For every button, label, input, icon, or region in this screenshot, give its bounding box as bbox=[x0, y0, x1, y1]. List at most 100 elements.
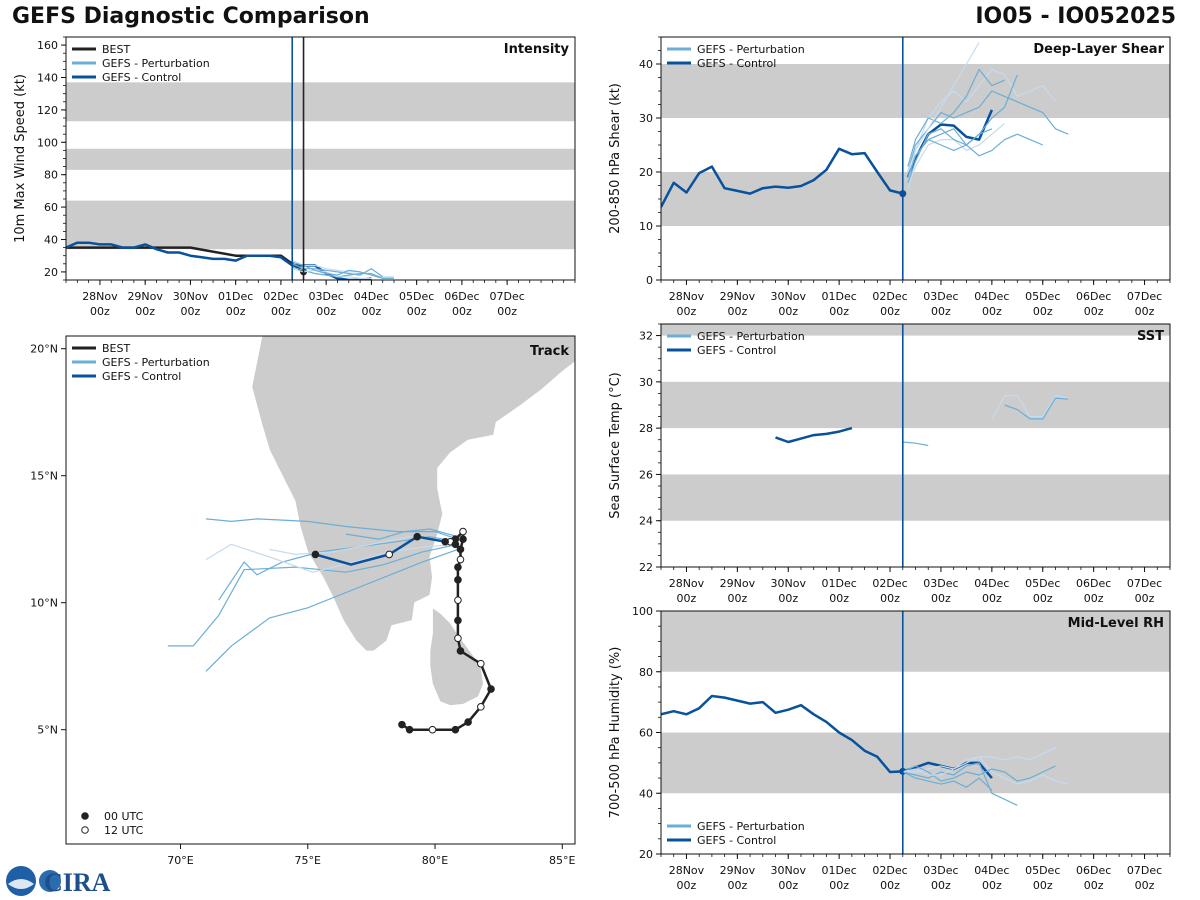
track-ytick-label: 15°N bbox=[30, 470, 58, 483]
intensity-series-line bbox=[291, 263, 384, 278]
sst-xtick-label: 03Dec bbox=[923, 577, 958, 590]
intensity-panel: 20 40 60 80 100 120 140 160 28Nov 00z 29Nov 00z 30No… bbox=[13, 36, 576, 318]
intensity-xtick-sublabel: 00z bbox=[271, 305, 291, 318]
shear-xtick-sublabel: 00z bbox=[677, 305, 697, 318]
shear-series-line bbox=[906, 109, 994, 178]
shear-ytick-label: 20 bbox=[639, 166, 653, 179]
intensity-xtick-label: 04Dec bbox=[354, 290, 389, 303]
intensity-xtick-sublabel: 00z bbox=[497, 305, 517, 318]
rh-ytick-label: 80 bbox=[639, 666, 653, 679]
figure-title: GEFS Diagnostic Comparison bbox=[12, 4, 370, 29]
intensity-xtick-sublabel: 00z bbox=[90, 305, 110, 318]
track-marker-00utc bbox=[459, 535, 467, 544]
rh-xtick-sublabel: 00z bbox=[727, 879, 747, 892]
track-marker-00utc bbox=[441, 537, 450, 546]
rh-xtick-sublabel: 00z bbox=[1135, 879, 1155, 892]
shear-xtick-label: 03Dec bbox=[923, 290, 958, 303]
sst-ytick-label: 32 bbox=[639, 330, 653, 343]
track-ytick-label: 20°N bbox=[30, 343, 58, 356]
rh-xtick-label: 04Dec bbox=[974, 864, 1009, 877]
rh-series-line bbox=[902, 762, 1018, 806]
rh-band bbox=[661, 611, 1170, 672]
rh-series-line bbox=[902, 765, 1056, 782]
sst-xtick-sublabel: 00z bbox=[829, 592, 849, 605]
marker-legend-label: 00 UTC bbox=[104, 810, 144, 823]
intensity-xtick-sublabel: 00z bbox=[362, 305, 382, 318]
track-marker-12utc bbox=[454, 634, 462, 643]
shear-xtick-sublabel: 00z bbox=[1033, 305, 1053, 318]
rh-series-line bbox=[661, 694, 903, 774]
rh-xtick-label: 28Nov bbox=[669, 864, 705, 877]
sst-frame bbox=[660, 323, 1171, 568]
track-marker-00utc bbox=[454, 576, 462, 584]
sst-xtick-sublabel: 00z bbox=[677, 592, 697, 605]
intensity-xtick-label: 28Nov bbox=[82, 290, 118, 303]
intensity-xtick-sublabel: 00z bbox=[452, 305, 472, 318]
shear-xtick-label: 04Dec bbox=[974, 290, 1009, 303]
cira-logo: CIRA bbox=[6, 866, 111, 897]
legend-label: BEST bbox=[102, 43, 130, 56]
india-landmass bbox=[251, 336, 575, 652]
intensity-ytick-label: 140 bbox=[37, 72, 58, 85]
legend-label: GEFS - Control bbox=[697, 344, 776, 357]
intensity-xtick-label: 29Nov bbox=[127, 290, 163, 303]
rh-panel-title: Mid-Level RH bbox=[1068, 616, 1164, 631]
legend-label: BEST bbox=[102, 342, 130, 355]
sst-xtick-label: 07Dec bbox=[1127, 577, 1162, 590]
track-xtick-label: 70°E bbox=[167, 854, 193, 867]
track-marker-00utc bbox=[464, 718, 472, 726]
sst-xtick-sublabel: 00z bbox=[1135, 592, 1155, 605]
shear-series-line bbox=[907, 133, 1044, 178]
intensity-xtick-label: 30Nov bbox=[173, 290, 209, 303]
storm-id-title: IO05 - IO052025 bbox=[975, 4, 1176, 29]
rh-xtick-label: 29Nov bbox=[720, 864, 756, 877]
sst-xtick-label: 28Nov bbox=[669, 577, 705, 590]
sst-xtick-sublabel: 00z bbox=[880, 592, 900, 605]
sst-xtick-label: 29Nov bbox=[720, 577, 756, 590]
rh-xtick-sublabel: 00z bbox=[677, 879, 697, 892]
track-panel-title: Track bbox=[530, 344, 569, 359]
shear-series-line bbox=[907, 128, 993, 183]
intensity-ytick-label: 40 bbox=[44, 234, 58, 247]
intensity-ytick-label: 80 bbox=[44, 169, 58, 182]
sst-xtick-label: 05Dec bbox=[1025, 577, 1060, 590]
track-perturbation-line bbox=[205, 518, 459, 540]
sst-xtick-sublabel: 00z bbox=[1033, 592, 1053, 605]
track-marker-12utc bbox=[385, 550, 394, 559]
sst-xtick-sublabel: 00z bbox=[1084, 592, 1104, 605]
track-marker-00utc bbox=[451, 540, 460, 549]
rh-ytick-label: 100 bbox=[632, 605, 653, 618]
rh-xtick-label: 05Dec bbox=[1025, 864, 1060, 877]
sst-xtick-sublabel: 00z bbox=[931, 592, 951, 605]
legend-label: GEFS - Perturbation bbox=[697, 820, 805, 833]
rh-xtick-sublabel: 00z bbox=[1084, 879, 1104, 892]
sst-xtick-label: 06Dec bbox=[1076, 577, 1111, 590]
track-marker-00utc bbox=[413, 532, 422, 541]
sst-xtick-label: 30Nov bbox=[771, 577, 807, 590]
intensity-ytick-label: 100 bbox=[37, 136, 58, 149]
shear-ylabel: 200-850 hPa Shear (kt) bbox=[608, 83, 623, 234]
shear-plot-area bbox=[661, 37, 1170, 280]
legend-label: GEFS - Control bbox=[102, 71, 181, 84]
track-marker-12utc bbox=[456, 555, 465, 564]
intensity-band bbox=[66, 200, 575, 250]
sst-xtick-sublabel: 00z bbox=[982, 592, 1002, 605]
sst-xtick-label: 02Dec bbox=[872, 577, 907, 590]
shear-xtick-label: 02Dec bbox=[872, 290, 907, 303]
rh-ylabel: 700-500 hPa Humidity (%) bbox=[608, 647, 623, 819]
intensity-panel-title: Intensity bbox=[504, 42, 570, 57]
shear-xtick-label: 29Nov bbox=[720, 290, 756, 303]
shear-ytick-label: 0 bbox=[646, 274, 653, 287]
sst-band bbox=[661, 474, 1170, 521]
track-frame bbox=[65, 335, 576, 845]
sst-ytick-label: 24 bbox=[639, 515, 653, 528]
legend-label: GEFS - Perturbation bbox=[697, 330, 805, 343]
track-marker-00utc bbox=[454, 616, 462, 625]
track-xtick-label: 85°E bbox=[549, 854, 575, 867]
intensity-xtick-label: 03Dec bbox=[309, 290, 344, 303]
legend-marker-12utc bbox=[81, 826, 89, 834]
rh-xtick-sublabel: 00z bbox=[829, 879, 849, 892]
intensity-band bbox=[66, 148, 575, 170]
track-marker-00utc bbox=[456, 545, 465, 554]
shear-xtick-sublabel: 00z bbox=[880, 305, 900, 318]
